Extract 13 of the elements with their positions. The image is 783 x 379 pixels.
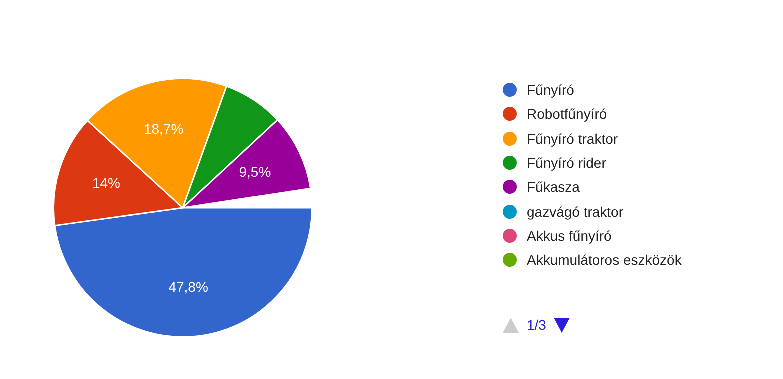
legend-label: Fűkasza xyxy=(527,179,580,196)
legend-label: Robotfűnyíró xyxy=(527,106,608,122)
legend-label: Akkumulátoros eszközök xyxy=(527,252,682,268)
text: 1/3 xyxy=(527,317,546,333)
data-label: 14% xyxy=(92,175,120,192)
data-label: 18,7% xyxy=(144,121,184,138)
legend-label: Akkus fűnyíró xyxy=(527,228,612,244)
legend-label: Fűnyíró rider xyxy=(527,155,606,172)
legend-label: gazvágó traktor xyxy=(527,204,624,220)
data-label: 47,8% xyxy=(168,278,208,295)
data-label: 9,5% xyxy=(239,164,272,180)
legend-label: Fűnyíró xyxy=(527,82,574,98)
legend-label: Fűnyíró traktor xyxy=(527,130,618,147)
